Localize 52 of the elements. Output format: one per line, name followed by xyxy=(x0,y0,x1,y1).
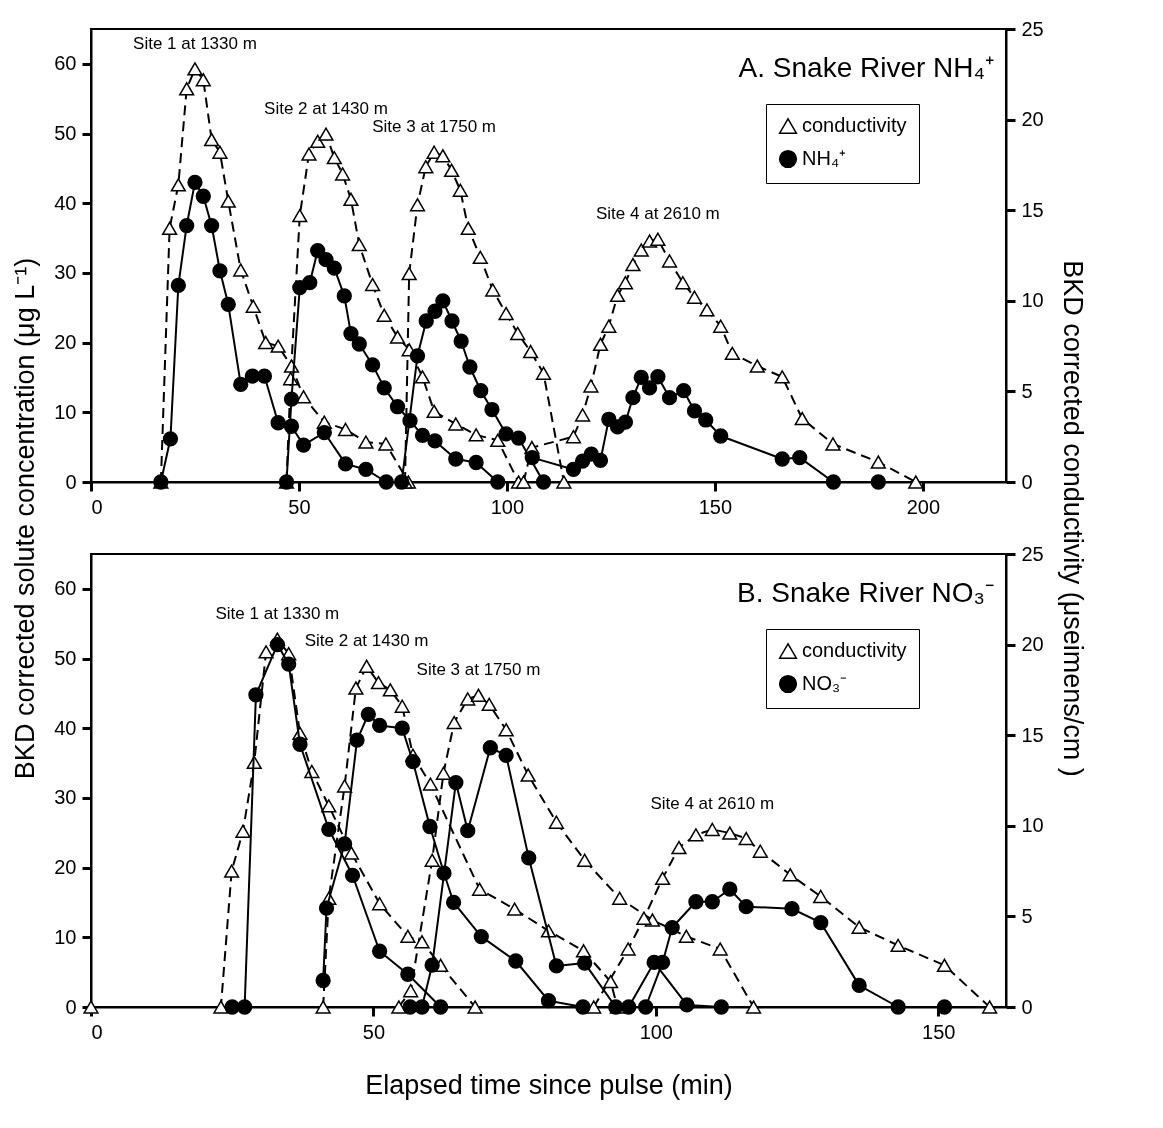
y2-tick-label: 0 xyxy=(1021,470,1033,493)
y-tick-label: 0 xyxy=(65,470,77,493)
annotation: Site 4 at 2610 m xyxy=(595,204,720,224)
text: B. Snake River NO₃⁻ xyxy=(737,577,994,608)
y-tick-label: 50 xyxy=(54,647,77,670)
annotation: Site 1 at 1330 m xyxy=(215,604,340,624)
y-tick-label: 10 xyxy=(54,400,77,423)
legend-label: conductivity xyxy=(802,639,907,661)
y2-axis-title: BKD corrected conductivity (μseimens/cm ) xyxy=(1057,260,1088,777)
y-tick-label: 20 xyxy=(54,856,77,879)
annotation: Site 3 at 1750 m xyxy=(372,117,497,137)
y2-tick-label: 20 xyxy=(1021,633,1044,656)
y-axis-title: BKD corrected solute concentration (μg L⁻¹) xyxy=(10,257,41,780)
x-tick-label: 150 xyxy=(922,1020,956,1043)
y2-tick-label: 25 xyxy=(1021,542,1044,565)
annotation: Site 2 at 1430 m xyxy=(304,631,429,651)
y-tick-label: 60 xyxy=(54,577,77,600)
x-tick-label: 200 xyxy=(906,495,941,518)
legend-label: NH₄⁺ xyxy=(802,147,847,169)
y2-tick-label: 25 xyxy=(1021,17,1044,40)
annotation: Site 3 at 1750 m xyxy=(416,660,541,680)
y2-tick-label: 15 xyxy=(1021,198,1044,221)
y-tick-label: 40 xyxy=(54,191,77,214)
y2-tick-label: 5 xyxy=(1021,904,1033,927)
x-tick-label: 50 xyxy=(362,1020,386,1043)
y-tick-label: 60 xyxy=(54,52,77,75)
x-tick-label: 100 xyxy=(639,1020,673,1043)
annotation: Site 2 at 1430 m xyxy=(264,99,388,119)
y2-tick-label: 20 xyxy=(1021,108,1044,131)
y-tick-label: 10 xyxy=(54,925,77,948)
x-axis-title: Elapsed time since pulse (min) xyxy=(365,1069,733,1100)
annotation: Site 4 at 2610 m xyxy=(650,794,775,814)
x-tick-label: 50 xyxy=(288,495,311,518)
annotation: Site 1 at 1330 m xyxy=(133,33,257,53)
y2-tick-label: 5 xyxy=(1021,379,1033,402)
y2-tick-label: 10 xyxy=(1021,814,1044,837)
y2-tick-label: 15 xyxy=(1021,723,1044,746)
x-tick-label: 0 xyxy=(91,495,103,518)
y-tick-label: 40 xyxy=(54,716,77,739)
y2-tick-label: 10 xyxy=(1021,289,1044,312)
x-tick-label: 100 xyxy=(490,495,525,518)
legend-label: NO₃⁻ xyxy=(802,672,848,694)
x-tick-label: 150 xyxy=(698,495,733,518)
y-tick-label: 30 xyxy=(54,261,77,284)
y2-tick-label: 0 xyxy=(1021,995,1033,1018)
legend-label: conductivity xyxy=(802,114,907,136)
y-tick-label: 50 xyxy=(54,122,77,145)
y-tick-label: 0 xyxy=(65,995,77,1018)
y-tick-label: 30 xyxy=(54,786,77,809)
text: A. Snake River NH₄⁺ xyxy=(738,52,994,83)
x-tick-label: 0 xyxy=(91,1020,103,1043)
y-tick-label: 20 xyxy=(54,331,77,354)
